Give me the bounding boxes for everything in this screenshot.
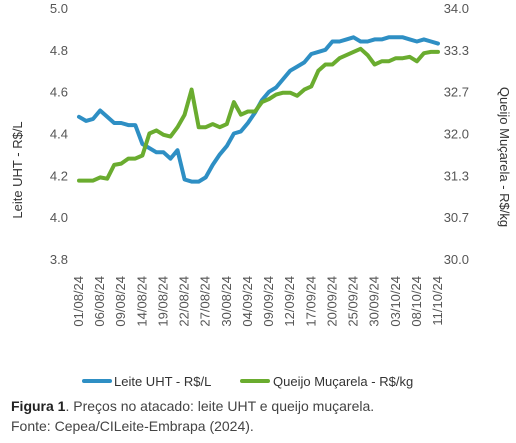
right-y-tick-label: 30.0	[444, 252, 469, 267]
x-tick-label: 19/08/24	[155, 276, 170, 327]
right-y-tick-label: 31.3	[444, 168, 469, 183]
x-tick-label: 25/09/24	[346, 276, 361, 327]
figure-caption: Figura 1. Preços no atacado: leite UHT e…	[11, 396, 511, 436]
legend-label-leite: Leite UHT - R$/L	[114, 374, 211, 389]
x-tick-label: 11/10/24	[430, 276, 445, 326]
dual-axis-line-chart: 5.0 4.8 4.6 4.4 4.2 4.0 3.8 34.0 33.3 32.7 32.0 31…	[10, 1, 512, 389]
x-tick-label: 30/08/24	[219, 276, 234, 327]
x-tick-label: 20/09/24	[324, 276, 339, 327]
legend: Leite UHT - R$/L Queijo Muçarela - R$/kg	[82, 374, 413, 389]
left-y-tick-label: 5.0	[50, 1, 68, 16]
x-tick-label: 17/09/24	[303, 276, 318, 327]
x-tick-label: 09/09/24	[261, 276, 276, 327]
left-y-tick-label: 4.6	[50, 85, 68, 100]
x-tick-label: 27/08/24	[198, 276, 213, 327]
series-lines	[77, 35, 440, 184]
left-y-tick-label: 3.8	[50, 252, 68, 267]
right-y-tick-label: 33.3	[444, 43, 469, 58]
right-y-tick-label: 32.0	[444, 127, 469, 142]
left-y-tick-label: 4.0	[50, 210, 68, 225]
right-y-axis-ticks: 34.0 33.3 32.7 32.0 31.3 30.7 30.0	[444, 1, 469, 267]
right-y-axis-title: Queijo Muçarela - R$/kg	[497, 87, 512, 227]
x-tick-label: 08/10/24	[409, 276, 424, 327]
caption-line-1: Figura 1. Preços no atacado: leite UHT e…	[11, 396, 511, 416]
caption-label: Figura 1	[11, 398, 66, 414]
x-tick-label: 30/09/24	[367, 276, 382, 327]
left-y-tick-label: 4.4	[50, 127, 68, 142]
x-tick-label: 06/08/24	[92, 276, 107, 327]
x-tick-label: 14/08/24	[134, 276, 149, 327]
left-y-tick-label: 4.8	[50, 43, 68, 58]
x-tick-label: 04/09/24	[240, 276, 255, 327]
right-y-tick-label: 32.7	[444, 85, 469, 100]
x-tick-label: 12/09/24	[282, 276, 297, 327]
caption-source: Fonte: Cepea/CILeite-Embrapa (2024).	[11, 418, 254, 434]
left-y-axis-title: Leite UHT - R$/L	[10, 121, 25, 218]
left-y-tick-label: 4.2	[50, 168, 68, 183]
left-y-axis-ticks: 5.0 4.8 4.6 4.4 4.2 4.0 3.8	[50, 1, 68, 267]
caption-text: . Preços no atacado: leite UHT e queijo …	[65, 398, 375, 414]
right-y-tick-label: 34.0	[444, 1, 469, 16]
right-y-tick-label: 30.7	[444, 210, 469, 225]
x-tick-label: 22/08/24	[177, 276, 192, 327]
x-tick-label: 01/08/24	[71, 276, 86, 327]
x-tick-label: 09/08/24	[113, 276, 128, 327]
x-tick-label: 03/10/24	[388, 276, 403, 327]
x-axis-ticks: 01/08/24 06/08/24 09/08/24 14/08/24 19/08/24…	[71, 276, 445, 327]
series-line-queijo-mucarela	[77, 46, 440, 183]
legend-label-queijo: Queijo Muçarela - R$/kg	[273, 374, 413, 389]
